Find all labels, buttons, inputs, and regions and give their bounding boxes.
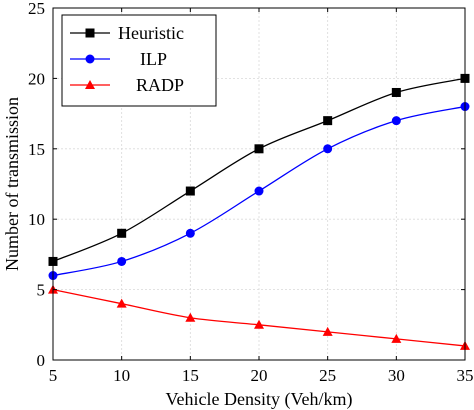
y-tick-label-0: 0 bbox=[37, 351, 46, 370]
x-axis-label: Vehicle Density (Veh/km) bbox=[166, 389, 353, 410]
data-point-heuristic-30 bbox=[391, 87, 401, 97]
legend-label-radp: RADP bbox=[136, 75, 184, 95]
data-point-ilp-20 bbox=[254, 186, 264, 196]
y-tick-label-20: 20 bbox=[28, 69, 45, 88]
legend-label-heuristic: Heuristic bbox=[118, 23, 184, 43]
data-point-ilp-10 bbox=[117, 256, 127, 266]
y-axis-label: Number of transmission bbox=[2, 97, 22, 271]
y-tick-label-15: 15 bbox=[28, 140, 45, 159]
y-axis-ticks: 0 5 10 15 20 25 bbox=[28, 0, 465, 370]
data-point-heuristic-25 bbox=[323, 116, 333, 126]
y-tick-label-5: 5 bbox=[37, 281, 46, 300]
x-tick-label-20: 20 bbox=[251, 366, 268, 385]
data-point-heuristic-20 bbox=[254, 144, 264, 154]
y-tick-label-10: 10 bbox=[28, 210, 45, 229]
data-point-heuristic-15 bbox=[185, 186, 195, 196]
legend-marker-heuristic bbox=[85, 28, 95, 38]
legend: Heuristic ILP RADP bbox=[61, 14, 217, 107]
data-point-radp-25 bbox=[322, 326, 333, 336]
y-tick-label-25: 25 bbox=[28, 0, 45, 18]
x-tick-label-35: 35 bbox=[457, 366, 474, 385]
data-point-ilp-30 bbox=[391, 116, 401, 126]
data-point-radp-10 bbox=[116, 298, 127, 308]
legend-marker-radp bbox=[85, 80, 95, 89]
x-tick-label-5: 5 bbox=[49, 366, 58, 385]
x-axis-ticks: 5 10 15 20 25 30 35 bbox=[49, 8, 474, 385]
data-point-ilp-15 bbox=[185, 228, 195, 238]
x-tick-label-30: 30 bbox=[388, 366, 405, 385]
x-tick-label-10: 10 bbox=[113, 366, 130, 385]
x-tick-label-15: 15 bbox=[182, 366, 199, 385]
legend-label-ilp: ILP bbox=[140, 49, 167, 69]
series-radp bbox=[48, 284, 470, 350]
x-tick-label-25: 25 bbox=[319, 366, 336, 385]
data-point-ilp-25 bbox=[323, 144, 333, 154]
series-ilp bbox=[48, 102, 470, 281]
data-point-heuristic-10 bbox=[117, 228, 127, 238]
data-point-radp-30 bbox=[391, 333, 402, 343]
legend-marker-ilp bbox=[85, 54, 95, 64]
data-point-radp-15 bbox=[185, 312, 196, 322]
data-point-radp-20 bbox=[254, 319, 264, 329]
series-layer bbox=[48, 73, 470, 350]
